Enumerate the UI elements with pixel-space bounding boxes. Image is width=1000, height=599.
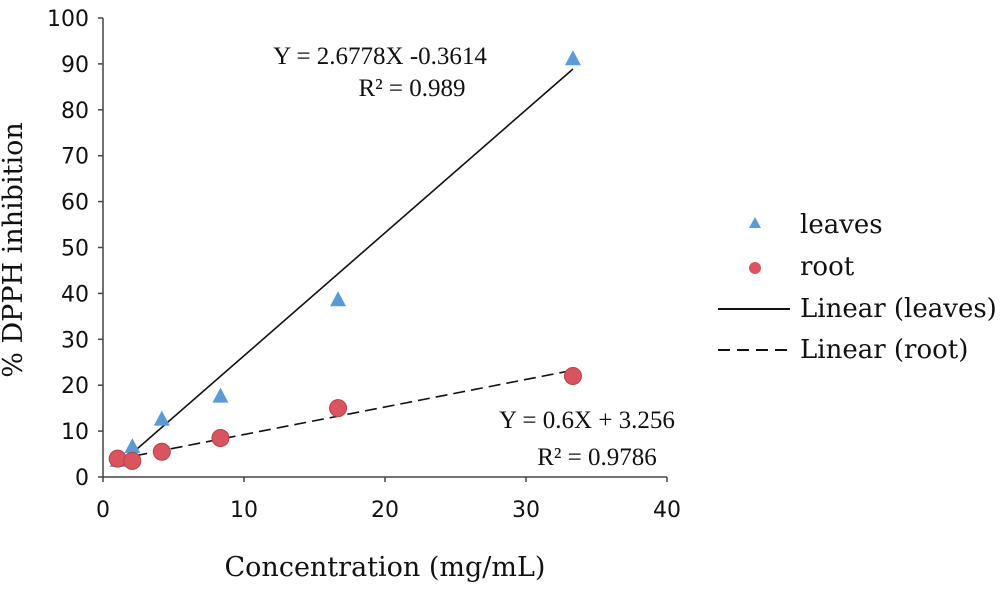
root-data-point xyxy=(563,367,582,386)
legend-item-root: root xyxy=(749,252,855,282)
legend-linear-root-label: Linear (root) xyxy=(800,335,968,365)
legend-root-marker xyxy=(749,262,761,274)
y-tick-label: 30 xyxy=(61,328,89,353)
root-data-point xyxy=(108,449,127,468)
y-tick-label: 70 xyxy=(61,145,89,170)
leaves-r2-label: R² = 0.989 xyxy=(358,75,465,102)
y-tick-label: 60 xyxy=(61,191,89,216)
root-data-point xyxy=(329,399,348,418)
leaves-equation-label: Y = 2.6778X -0.3614 xyxy=(273,43,487,70)
x-tick-label: 20 xyxy=(371,498,399,523)
leaves-data-point xyxy=(330,291,347,307)
legend-item-leaves: leaves xyxy=(749,210,883,240)
root-r2-label: R² = 0.9786 xyxy=(537,444,657,471)
leaves-data-point xyxy=(124,438,141,454)
root-data-point xyxy=(123,451,142,470)
leaves-data-point xyxy=(153,410,170,426)
root-data-point xyxy=(211,428,230,447)
legend-leaves-label: leaves xyxy=(800,210,883,240)
root-data-point xyxy=(152,442,171,461)
y-tick-label: 40 xyxy=(61,282,89,307)
root-trendline xyxy=(117,369,574,460)
leaves-data-point xyxy=(564,50,581,66)
x-tick-label: 30 xyxy=(512,498,540,523)
x-axis-ticks: 0 10 20 30 40 xyxy=(96,477,681,523)
x-tick-label: 0 xyxy=(96,498,110,523)
y-tick-label: 20 xyxy=(61,374,89,399)
y-tick-label: 50 xyxy=(61,237,89,262)
x-tick-label: 40 xyxy=(653,498,681,523)
y-axis-title: % DPPH inhibition xyxy=(0,122,29,377)
plot-area xyxy=(108,50,582,470)
legend: leaves root Linear (leaves) Linear (root… xyxy=(718,210,997,365)
x-tick-label: 10 xyxy=(230,498,258,523)
y-tick-label: 100 xyxy=(47,7,89,32)
y-tick-label: 0 xyxy=(75,466,89,491)
y-tick-label: 10 xyxy=(61,420,89,445)
legend-item-linear-leaves: Linear (leaves) xyxy=(718,294,997,324)
y-axis-ticks: 0 10 20 30 40 50 60 70 80 90 100 xyxy=(47,7,103,491)
legend-root-label: root xyxy=(800,252,855,282)
y-tick-label: 90 xyxy=(61,53,89,78)
leaves-data-point xyxy=(212,387,229,403)
y-tick-label: 80 xyxy=(61,99,89,124)
root-equation-label: Y = 0.6X + 3.256 xyxy=(499,407,675,434)
leaves-trendline xyxy=(117,68,574,467)
legend-leaves-marker xyxy=(749,217,761,228)
legend-item-linear-root: Linear (root) xyxy=(718,335,968,365)
legend-linear-leaves-label: Linear (leaves) xyxy=(800,294,997,324)
x-axis-title: Concentration (mg/mL) xyxy=(225,552,546,583)
